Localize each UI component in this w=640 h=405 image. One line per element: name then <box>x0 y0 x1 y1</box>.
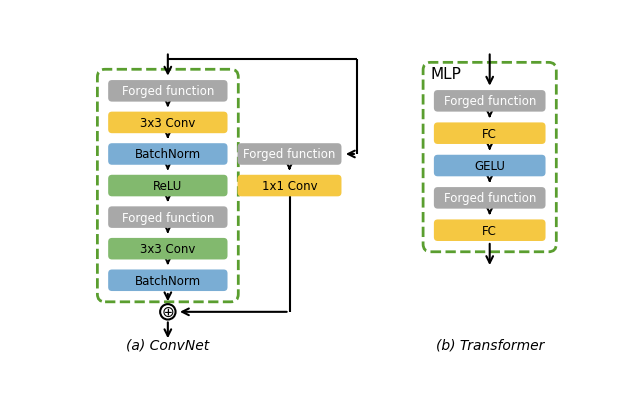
FancyBboxPatch shape <box>108 207 227 228</box>
FancyBboxPatch shape <box>434 91 545 112</box>
Text: 3x3 Conv: 3x3 Conv <box>140 117 196 130</box>
Text: Forged function: Forged function <box>122 211 214 224</box>
FancyBboxPatch shape <box>108 112 227 134</box>
Text: ReLU: ReLU <box>153 179 182 192</box>
FancyBboxPatch shape <box>434 220 545 241</box>
FancyBboxPatch shape <box>434 156 545 177</box>
Text: Forged function: Forged function <box>122 85 214 98</box>
Text: MLP: MLP <box>431 67 461 82</box>
Text: 3x3 Conv: 3x3 Conv <box>140 243 196 256</box>
Text: FC: FC <box>483 224 497 237</box>
Text: (b) Transformer: (b) Transformer <box>435 338 544 352</box>
Text: (a) ConvNet: (a) ConvNet <box>126 338 209 352</box>
Text: $\oplus$: $\oplus$ <box>161 305 175 320</box>
FancyBboxPatch shape <box>108 238 227 260</box>
FancyBboxPatch shape <box>237 175 342 197</box>
Text: 1x1 Conv: 1x1 Conv <box>262 179 317 192</box>
Text: GELU: GELU <box>474 160 505 173</box>
FancyBboxPatch shape <box>237 144 342 165</box>
Text: BatchNorm: BatchNorm <box>135 274 201 287</box>
Text: Forged function: Forged function <box>243 148 336 161</box>
FancyBboxPatch shape <box>108 175 227 197</box>
FancyBboxPatch shape <box>108 81 227 102</box>
Text: FC: FC <box>483 128 497 141</box>
FancyBboxPatch shape <box>434 188 545 209</box>
Text: Forged function: Forged function <box>444 192 536 205</box>
Circle shape <box>160 305 175 320</box>
FancyBboxPatch shape <box>108 270 227 291</box>
Text: Forged function: Forged function <box>444 95 536 108</box>
FancyBboxPatch shape <box>108 144 227 165</box>
Text: BatchNorm: BatchNorm <box>135 148 201 161</box>
FancyBboxPatch shape <box>434 123 545 145</box>
